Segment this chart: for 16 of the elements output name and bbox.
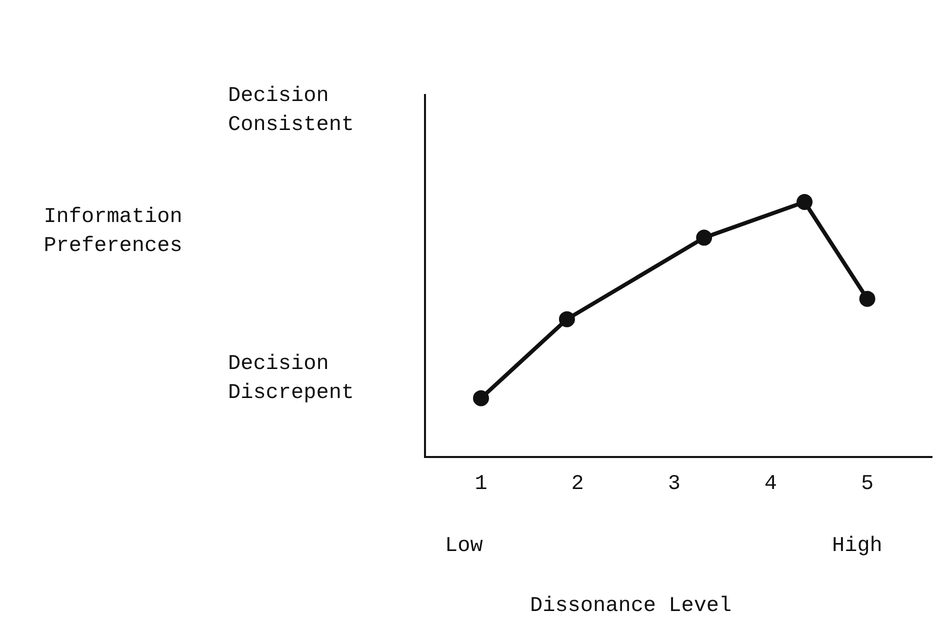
text: Information Preferences [42, 205, 184, 260]
text: Decision Discrepent [228, 352, 356, 407]
text: Decision Consistent [228, 84, 356, 139]
x-tick-label: 4 [764, 472, 778, 496]
x-tick-label: 1 [474, 472, 488, 496]
text: Low [445, 534, 483, 560]
x-tick-label: 2 [571, 472, 584, 496]
point [696, 230, 712, 246]
x-tick-label: 3 [668, 472, 680, 496]
x-axis-title: Dissonance Level [530, 594, 732, 620]
point [473, 390, 490, 406]
x-tick-label: 5 [860, 472, 874, 496]
point [558, 311, 575, 328]
point [796, 194, 813, 210]
text: High [832, 534, 882, 560]
point [859, 290, 876, 307]
